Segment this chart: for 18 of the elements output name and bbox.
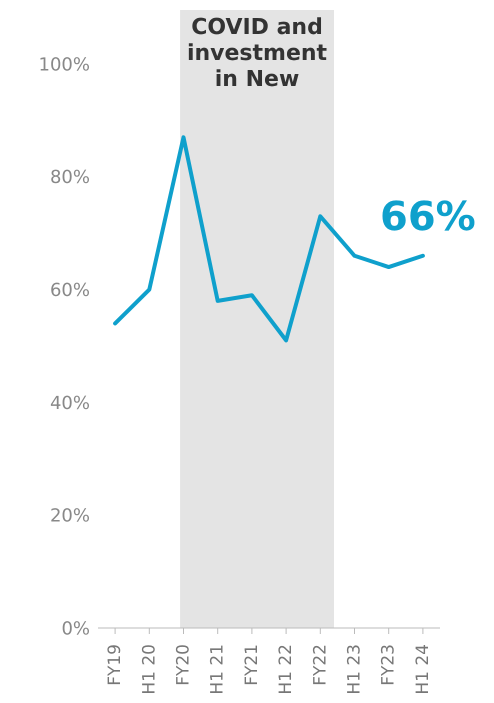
y-tick-label: 40% [50,392,90,414]
x-tick-label: H1 22 [276,644,296,695]
y-tick-label: 60% [50,280,90,301]
x-tick-label: H1 20 [139,644,160,695]
y-tick-label: 100% [38,54,90,76]
band-label: COVID and investment in New [186,15,328,92]
x-tick-label: FY20 [174,644,194,686]
x-tick-label: FY19 [105,644,126,686]
x-tick-label: H1 21 [208,644,228,695]
x-tick-label: FY22 [310,644,330,686]
y-tick-label: 80% [50,167,90,188]
x-tick-label: FY23 [378,644,399,686]
y-tick-label: 20% [50,506,90,527]
x-tick-label: H1 24 [412,644,433,695]
annotation: 66% [380,194,476,240]
y-tick-label: 0% [61,618,90,640]
x-tick-label: FY21 [242,644,262,686]
x-tick-label: H1 23 [344,644,364,695]
